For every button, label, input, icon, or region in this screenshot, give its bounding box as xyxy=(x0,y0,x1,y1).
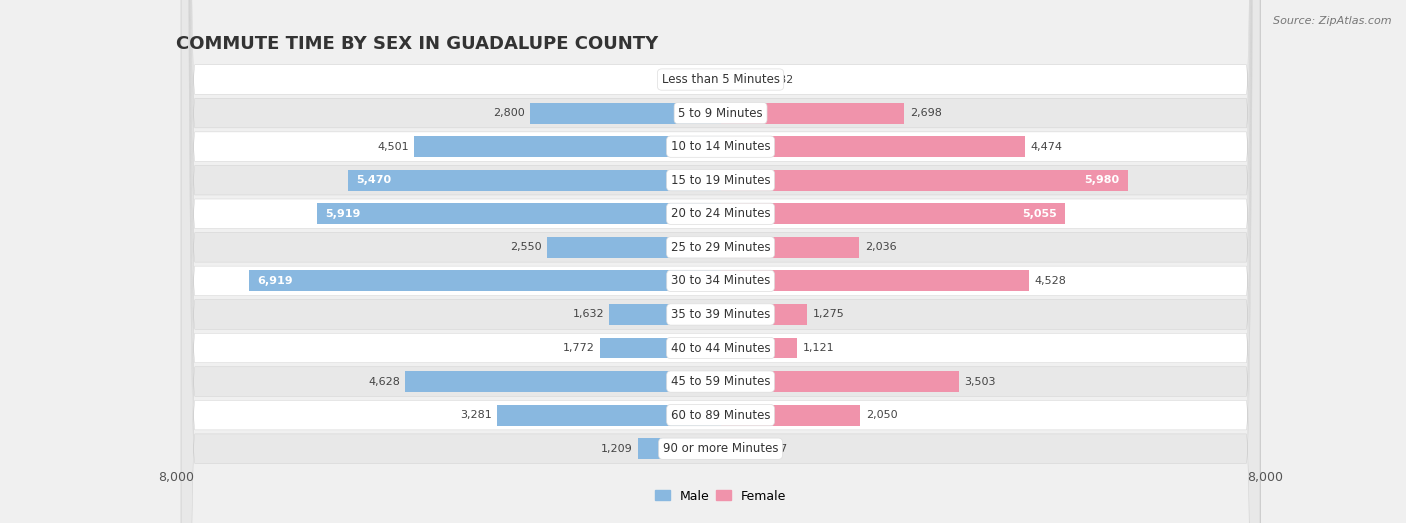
Text: 4,474: 4,474 xyxy=(1031,142,1063,152)
Text: 5 to 9 Minutes: 5 to 9 Minutes xyxy=(678,107,763,120)
Text: 1,632: 1,632 xyxy=(572,310,605,320)
Bar xyxy=(721,103,904,123)
Text: 4,501: 4,501 xyxy=(377,142,409,152)
Text: COMMUTE TIME BY SEX IN GUADALUPE COUNTY: COMMUTE TIME BY SEX IN GUADALUPE COUNTY xyxy=(176,35,658,53)
Text: 25 to 29 Minutes: 25 to 29 Minutes xyxy=(671,241,770,254)
Bar xyxy=(318,203,721,224)
Text: 365: 365 xyxy=(669,75,690,85)
Text: 2,036: 2,036 xyxy=(865,242,896,252)
Text: 4,528: 4,528 xyxy=(1035,276,1066,286)
Text: 3,503: 3,503 xyxy=(965,377,995,386)
Text: 30 to 34 Minutes: 30 to 34 Minutes xyxy=(671,275,770,288)
Text: 15 to 19 Minutes: 15 to 19 Minutes xyxy=(671,174,770,187)
Text: 45 to 59 Minutes: 45 to 59 Minutes xyxy=(671,375,770,388)
Text: Source: ZipAtlas.com: Source: ZipAtlas.com xyxy=(1274,16,1392,26)
Text: 5,470: 5,470 xyxy=(356,175,391,185)
Bar xyxy=(721,371,959,392)
Text: 10 to 14 Minutes: 10 to 14 Minutes xyxy=(671,140,770,153)
Text: 1,121: 1,121 xyxy=(803,343,834,353)
FancyBboxPatch shape xyxy=(181,0,1260,523)
Bar xyxy=(721,170,1128,190)
Text: 4,628: 4,628 xyxy=(368,377,399,386)
Bar xyxy=(405,371,721,392)
Bar xyxy=(600,338,721,358)
Bar xyxy=(721,438,761,459)
Text: 5,919: 5,919 xyxy=(326,209,361,219)
Text: 2,800: 2,800 xyxy=(492,108,524,118)
Text: 40 to 44 Minutes: 40 to 44 Minutes xyxy=(671,342,770,355)
Bar xyxy=(721,203,1064,224)
FancyBboxPatch shape xyxy=(181,0,1260,523)
Text: 5,980: 5,980 xyxy=(1084,175,1119,185)
Text: 1,772: 1,772 xyxy=(562,343,595,353)
FancyBboxPatch shape xyxy=(181,0,1260,523)
Text: 2,050: 2,050 xyxy=(866,410,897,420)
FancyBboxPatch shape xyxy=(181,0,1260,523)
Text: 5,055: 5,055 xyxy=(1022,209,1057,219)
Bar xyxy=(349,170,721,190)
FancyBboxPatch shape xyxy=(181,0,1260,523)
Bar xyxy=(498,405,721,426)
FancyBboxPatch shape xyxy=(181,0,1260,523)
Text: 90 or more Minutes: 90 or more Minutes xyxy=(662,442,779,455)
FancyBboxPatch shape xyxy=(181,0,1260,523)
Bar xyxy=(530,103,721,123)
Bar xyxy=(413,137,721,157)
Bar xyxy=(721,69,768,90)
FancyBboxPatch shape xyxy=(181,0,1260,523)
Bar xyxy=(721,237,859,258)
FancyBboxPatch shape xyxy=(181,0,1260,523)
Text: 2,698: 2,698 xyxy=(910,108,942,118)
Bar xyxy=(721,405,860,426)
FancyBboxPatch shape xyxy=(181,0,1260,523)
Text: 35 to 39 Minutes: 35 to 39 Minutes xyxy=(671,308,770,321)
Legend: Male, Female: Male, Female xyxy=(650,484,792,507)
Bar xyxy=(638,438,721,459)
Text: 587: 587 xyxy=(766,444,787,453)
Bar xyxy=(249,270,721,291)
FancyBboxPatch shape xyxy=(181,0,1260,523)
Text: Less than 5 Minutes: Less than 5 Minutes xyxy=(662,73,779,86)
Bar xyxy=(547,237,721,258)
Text: 1,209: 1,209 xyxy=(600,444,633,453)
Bar xyxy=(609,304,721,325)
Text: 20 to 24 Minutes: 20 to 24 Minutes xyxy=(671,207,770,220)
Text: 682: 682 xyxy=(772,75,794,85)
Text: 6,919: 6,919 xyxy=(257,276,294,286)
Bar xyxy=(721,137,1025,157)
Bar xyxy=(721,304,807,325)
Bar xyxy=(696,69,721,90)
Text: 3,281: 3,281 xyxy=(460,410,492,420)
Bar xyxy=(721,338,797,358)
Text: 2,550: 2,550 xyxy=(510,242,541,252)
Bar xyxy=(721,270,1029,291)
FancyBboxPatch shape xyxy=(181,0,1260,523)
Text: 60 to 89 Minutes: 60 to 89 Minutes xyxy=(671,408,770,422)
Text: 1,275: 1,275 xyxy=(813,310,845,320)
